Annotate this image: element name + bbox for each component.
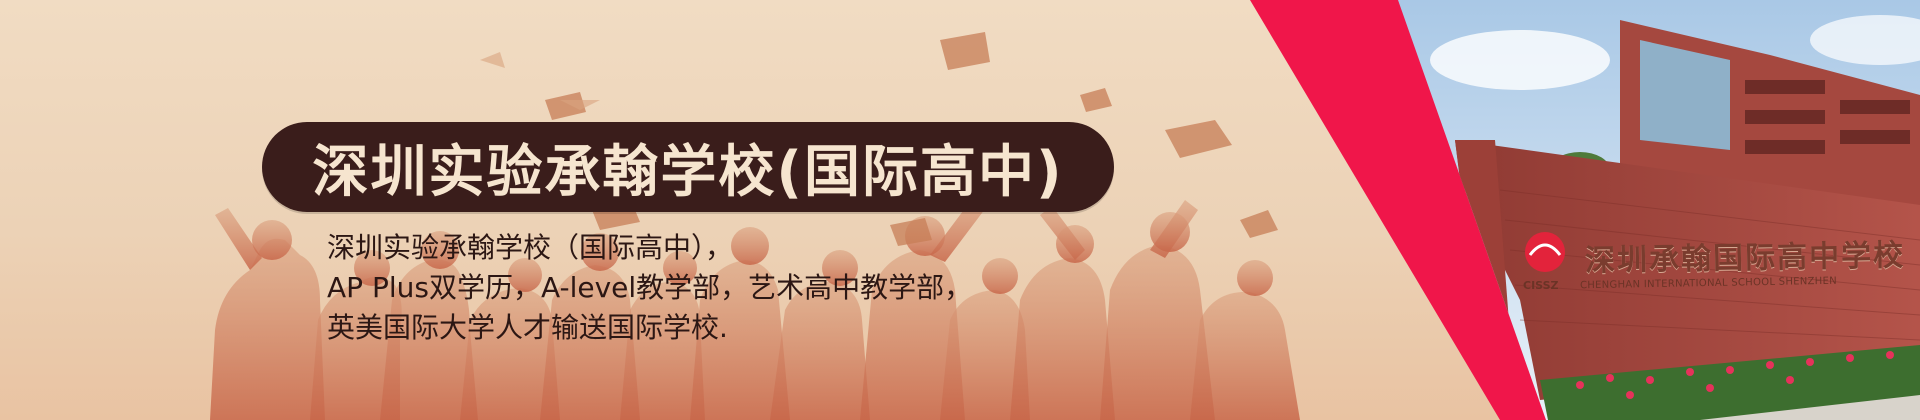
description-line-3: 英美国际大学人才输送国际学校. [327, 311, 728, 344]
description-line-1: 深圳实验承翰学校（国际高中）， [327, 231, 734, 264]
description-line-2: AP Plus双学历，A-level教学部，艺术高中教学部， [327, 271, 973, 304]
school-logo-caption: CISSZ [1523, 279, 1559, 292]
banner-title: 深圳实验承翰学校(国际高中) [312, 139, 1064, 205]
school-sign-chinese: 深圳承翰国际高中学校 [1584, 238, 1906, 279]
banner-title-pill: 深圳实验承翰学校(国际高中) [262, 122, 1114, 212]
banner-description: 深圳实验承翰学校（国际高中）， AP Plus双学历，A-level教学部，艺术… [327, 228, 1087, 348]
